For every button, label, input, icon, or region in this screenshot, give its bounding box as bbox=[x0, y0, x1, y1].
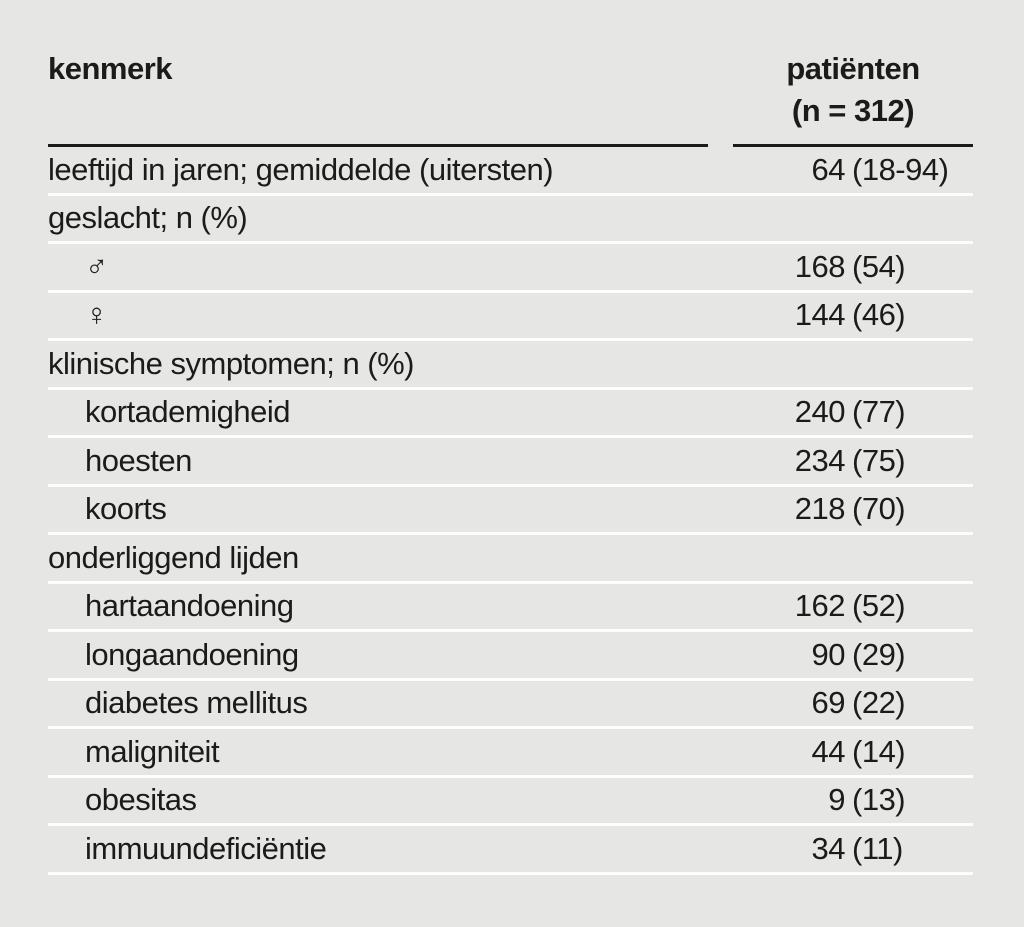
header-rule bbox=[48, 144, 973, 147]
table-row: koorts 218 (70) bbox=[48, 487, 973, 535]
value-count: 240 bbox=[794, 394, 846, 430]
row-value: 9 (13) bbox=[733, 782, 973, 818]
table-row: hoesten 234 (75) bbox=[48, 438, 973, 487]
value-percent: (11) bbox=[852, 830, 903, 866]
row-label: diabetes mellitus bbox=[85, 685, 308, 721]
table-row: hartaandoening 162 (52) bbox=[48, 584, 973, 632]
value-count: 9 bbox=[828, 782, 845, 818]
table-body: leeftijd in jaren; gemiddelde (uitersten… bbox=[48, 147, 973, 875]
table-row: ♂ 168 (54) bbox=[48, 244, 973, 293]
row-value: 64 (18-94) bbox=[733, 152, 973, 188]
row-label: ♀ bbox=[85, 297, 108, 333]
row-value: 234 (75) bbox=[733, 443, 973, 479]
value-count: 34 bbox=[811, 830, 846, 866]
value-count: 69 bbox=[811, 685, 846, 721]
table-row: obesitas 9 (13) bbox=[48, 778, 973, 826]
table-row: leeftijd in jaren; gemiddelde (uitersten… bbox=[48, 147, 973, 196]
table-row: maligniteit 44 (14) bbox=[48, 729, 973, 778]
value-percent: (77) bbox=[852, 394, 906, 430]
value-count: 90 bbox=[811, 636, 846, 672]
row-label: maligniteit bbox=[85, 733, 220, 769]
row-label: obesitas bbox=[85, 782, 197, 818]
row-label: geslacht; n (%) bbox=[48, 200, 248, 236]
row-label: ♂ bbox=[85, 248, 108, 284]
value-percent: (18-94) bbox=[852, 151, 949, 187]
row-value: 168 (54) bbox=[733, 249, 973, 285]
value-percent: (75) bbox=[852, 442, 906, 478]
table-header: kenmerk patiënten (n = 312) bbox=[48, 0, 973, 144]
table-row: ♀ 144 (46) bbox=[48, 293, 973, 341]
table-row: longaandoening 90 (29) bbox=[48, 632, 973, 681]
value-percent: (22) bbox=[852, 685, 906, 721]
row-label: longaandoening bbox=[85, 636, 299, 672]
value-count: 144 bbox=[794, 297, 846, 333]
value-count: 44 bbox=[811, 733, 846, 769]
value-percent: (70) bbox=[852, 491, 906, 527]
row-label: onderliggend lijden bbox=[48, 539, 299, 575]
column-header-patienten: patiënten (n = 312) bbox=[733, 48, 973, 144]
table-row: geslacht; n (%) bbox=[48, 196, 973, 244]
header-rule-left-segment bbox=[48, 144, 708, 147]
value-count: 218 bbox=[794, 491, 846, 527]
column-header-patienten-line2: (n = 312) bbox=[791, 93, 915, 128]
row-label: klinische symptomen; n (%) bbox=[48, 345, 415, 381]
row-label: immuundeficiëntie bbox=[85, 830, 327, 866]
value-percent: (52) bbox=[852, 588, 906, 624]
value-percent: (46) bbox=[852, 297, 906, 333]
value-count: 168 bbox=[794, 248, 846, 284]
table-row: kortademigheid 240 (77) bbox=[48, 390, 973, 438]
table-row: klinische symptomen; n (%) bbox=[48, 341, 973, 390]
row-value: 69 (22) bbox=[733, 685, 973, 721]
row-label: leeftijd in jaren; gemiddelde (uitersten… bbox=[48, 151, 554, 187]
value-percent: (13) bbox=[852, 782, 906, 818]
patient-characteristics-table: kenmerk patiënten (n = 312) leeftijd in … bbox=[48, 0, 973, 875]
row-value: 144 (46) bbox=[733, 297, 973, 333]
table-row: onderliggend lijden bbox=[48, 535, 973, 584]
row-value: 44 (14) bbox=[733, 734, 973, 770]
row-label: kortademigheid bbox=[85, 394, 290, 430]
row-value: 218 (70) bbox=[733, 491, 973, 527]
column-header-kenmerk: kenmerk bbox=[48, 51, 173, 86]
value-count: 234 bbox=[794, 442, 846, 478]
value-count: 162 bbox=[794, 588, 846, 624]
row-label: hartaandoening bbox=[85, 588, 294, 624]
column-header-patienten-line1: patiënten bbox=[786, 51, 920, 86]
row-value: 240 (77) bbox=[733, 394, 973, 430]
row-value: 90 (29) bbox=[733, 637, 973, 673]
row-label: hoesten bbox=[85, 442, 192, 478]
value-percent: (14) bbox=[852, 733, 906, 769]
table-row: diabetes mellitus 69 (22) bbox=[48, 681, 973, 729]
header-rule-gap bbox=[708, 144, 733, 147]
value-percent: (29) bbox=[852, 636, 906, 672]
value-percent: (54) bbox=[852, 248, 906, 284]
value-count: 64 bbox=[811, 151, 846, 187]
row-value: 34 (11) bbox=[733, 831, 973, 867]
header-rule-right-segment bbox=[733, 144, 973, 147]
row-label: koorts bbox=[85, 491, 167, 527]
table-row: immuundeficiëntie 34 (11) bbox=[48, 826, 973, 875]
row-value: 162 (52) bbox=[733, 588, 973, 624]
